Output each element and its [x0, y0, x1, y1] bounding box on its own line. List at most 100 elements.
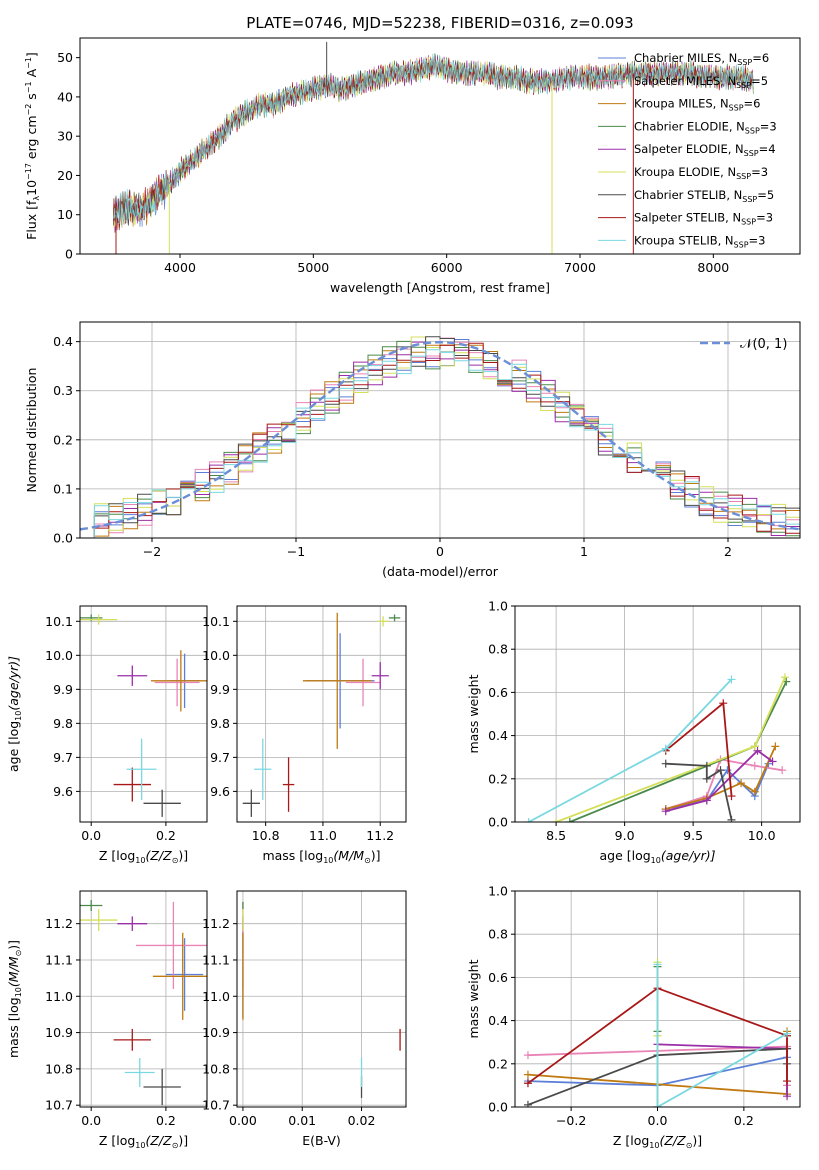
point-marker — [523, 1079, 532, 1088]
plot-area — [80, 900, 207, 1106]
y-tick-label: 0.0 — [488, 815, 508, 830]
y-tick-label: 9.8 — [53, 716, 73, 731]
point-marker — [771, 742, 780, 751]
y-tick-label: 10.0 — [202, 648, 230, 663]
x-axis-label: age [log10(age/yr)] — [599, 848, 715, 865]
x-tick-label: 0 — [436, 544, 444, 559]
x-tick-label: −2 — [143, 544, 161, 559]
point-marker — [702, 761, 711, 770]
plot-area — [113, 41, 754, 254]
plot-area — [523, 958, 792, 1107]
y-tick-label: 0.8 — [488, 642, 508, 657]
plot-area — [242, 901, 401, 1098]
point-marker — [783, 1092, 792, 1101]
y-tick-label: 9.8 — [210, 716, 230, 731]
plot-area — [80, 614, 207, 817]
y-axis-label: mass [log10(M/M⊙)] — [6, 940, 23, 1058]
x-axis-label: (data-model)/error — [382, 564, 499, 579]
legend-entry: Chabrier STELIB, NSSP=5 — [634, 188, 774, 204]
y-tick-label: 10.8 — [45, 1061, 73, 1076]
series-line-cE — [569, 681, 788, 822]
legend-entry: Chabrier MILES, NSSP=6 — [634, 51, 769, 67]
spectrum-line-kS — [113, 53, 754, 227]
y-tick-label: 11.1 — [45, 952, 73, 967]
x-axis-label: wavelength [Angstrom, rest frame] — [330, 280, 550, 295]
x-tick-label: 8.5 — [546, 828, 566, 843]
x-tick-label: 6000 — [431, 260, 463, 275]
y-tick-label: 0.8 — [488, 927, 508, 942]
point-marker — [750, 742, 759, 751]
y-tick-label: 40 — [57, 89, 73, 104]
axes-frame — [236, 605, 407, 823]
point-marker — [750, 761, 759, 770]
histogram-kS — [93, 349, 800, 538]
y-tick-label: 0.6 — [488, 970, 508, 985]
y-tick-label: 11.1 — [202, 952, 230, 967]
legend-entry: Salpeter ELODIE, NSSP=4 — [634, 142, 776, 158]
y-tick-label: 10.9 — [45, 1025, 73, 1040]
y-tick-label: 0.0 — [53, 531, 73, 546]
x-tick-label: 0.2 — [156, 828, 176, 843]
y-tick-label: 0.0 — [488, 1100, 508, 1115]
y-tick-label: 10.7 — [202, 1098, 230, 1113]
x-tick-label: 0.0 — [648, 1113, 668, 1128]
panel-mass-weight-vs-age: 8.5 9.0 9.5 10.0 0.0 0.2 0.4 0.6 0.8 1.0 age [log1… — [466, 599, 801, 865]
x-tick-label: 10.0 — [748, 828, 776, 843]
y-tick-label: 9.7 — [210, 750, 230, 765]
chart-title: PLATE=0746, MJD=52238, FIBERID=0316, z=0… — [246, 14, 633, 32]
y-tick-label: 0.1 — [53, 481, 73, 496]
gaussian-curve — [80, 340, 800, 531]
x-tick-label: 11.2 — [366, 828, 394, 843]
y-tick-label: 0 — [65, 247, 73, 262]
x-tick-label: 0.2 — [734, 1113, 754, 1128]
point-marker — [783, 1077, 792, 1086]
y-tick-label: 9.6 — [210, 784, 230, 799]
point-marker — [727, 792, 736, 801]
point-marker — [750, 787, 759, 796]
panel-residual: 𝒩(0, 1) −2 −1 0 1 2 0.0 0.1 0.2 0.3 0.4 (data-model… — [24, 321, 801, 579]
series-line-sE — [665, 749, 774, 813]
x-axis-label: E(B-V) — [302, 1133, 341, 1148]
plot-area — [80, 336, 800, 538]
legend-entry: Kroupa ELODIE, NSSP=3 — [634, 165, 768, 181]
y-tick-label: 0.4 — [488, 1013, 508, 1028]
x-axis-label: mass [log10(M/M⊙)] — [262, 848, 380, 865]
y-tick-label: 30 — [57, 129, 73, 144]
point-marker — [727, 815, 736, 822]
legend: Chabrier MILES, NSSP=6 Salpeter MILES, NS… — [598, 51, 777, 249]
y-tick-label: 50 — [57, 50, 73, 65]
point-marker — [768, 757, 777, 766]
y-tick-label: 9.9 — [53, 682, 73, 697]
y-axis-label: mass weight — [466, 674, 481, 753]
x-tick-label: 0.00 — [229, 1113, 257, 1128]
y-tick-label: 9.7 — [53, 750, 73, 765]
point-marker — [716, 766, 725, 775]
y-axis-label: mass weight — [466, 959, 481, 1038]
point-marker — [653, 1103, 662, 1107]
y-tick-label: 10.1 — [45, 614, 73, 629]
y-tick-label: 10.9 — [202, 1025, 230, 1040]
x-tick-label: 9.0 — [615, 828, 635, 843]
axes-frame — [79, 890, 208, 1108]
legend-entry: Kroupa STELIB, NSSP=3 — [634, 233, 765, 249]
x-axis-label: Z [log10(Z/Z⊙)] — [99, 1133, 188, 1150]
series-line-kE — [555, 676, 786, 822]
x-tick-label: 5000 — [297, 260, 329, 275]
point-marker — [661, 807, 670, 816]
x-axis-label: Z [log10(Z/Z⊙)] — [613, 1133, 702, 1150]
y-tick-label: 0.4 — [488, 728, 508, 743]
x-tick-label: 2 — [724, 544, 732, 559]
axes-frame — [514, 605, 801, 823]
y-tick-label: 11.0 — [45, 989, 73, 1004]
x-tick-label: 0.01 — [288, 1113, 316, 1128]
y-tick-label: 10.0 — [45, 648, 73, 663]
y-tick-label: 0.3 — [53, 383, 73, 398]
legend-entry: Kroupa MILES, NSSP=6 — [634, 97, 760, 113]
series-line-sS — [665, 701, 733, 797]
series-line-sS — [527, 987, 788, 1084]
point-marker — [719, 699, 728, 708]
x-tick-label: 0.02 — [348, 1113, 376, 1128]
x-tick-label: −0.2 — [556, 1113, 586, 1128]
panel-age-vs-Z: 0.0 0.2 9.6 9.7 9.8 9.9 10.0 10.1 Z [log10(Z/Z⊙)… — [6, 605, 208, 865]
x-tick-label: 0.2 — [156, 1113, 176, 1128]
